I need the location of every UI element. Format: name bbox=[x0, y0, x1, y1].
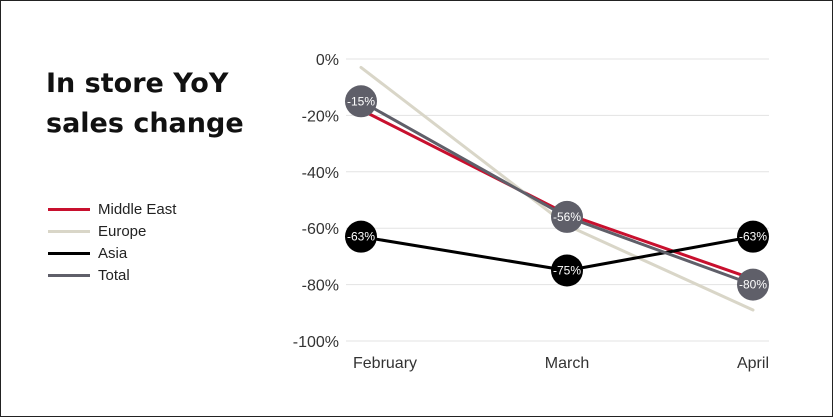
data-label-asia: -63% bbox=[347, 230, 375, 244]
legend-item-middle-east: Middle East bbox=[48, 198, 176, 220]
data-point-total bbox=[551, 200, 583, 233]
legend-item-asia: Asia bbox=[48, 242, 176, 264]
legend-label-europe: Europe bbox=[98, 222, 147, 240]
data-label-total: -80% bbox=[739, 278, 767, 292]
legend-item-europe: Europe bbox=[48, 220, 176, 242]
data-point-total bbox=[345, 85, 377, 118]
y-tick-label: 0% bbox=[316, 52, 339, 69]
data-label-total: -56% bbox=[553, 210, 581, 224]
x-tick-label: April bbox=[737, 355, 769, 372]
data-label-asia: -63% bbox=[739, 230, 767, 244]
data-point-asia bbox=[551, 254, 583, 287]
y-tick-label: -80% bbox=[302, 278, 339, 295]
data-label-total: -15% bbox=[347, 94, 375, 108]
y-tick-label: -60% bbox=[302, 221, 339, 238]
legend-label-total: Total bbox=[98, 266, 130, 284]
x-tick-label: March bbox=[545, 355, 589, 372]
data-point-asia bbox=[737, 220, 769, 253]
data-point-asia bbox=[345, 220, 377, 253]
chart-title: In store YoY sales change bbox=[46, 68, 244, 139]
x-tick-label: February bbox=[353, 355, 417, 372]
legend: Middle East Europe Asia Total bbox=[48, 198, 176, 286]
legend-swatch-asia bbox=[48, 251, 90, 255]
legend-swatch-total bbox=[48, 273, 90, 277]
data-point-total bbox=[737, 268, 769, 301]
legend-item-total: Total bbox=[48, 264, 176, 286]
y-tick-label: -100% bbox=[293, 334, 339, 351]
data-label-asia: -75% bbox=[553, 264, 581, 278]
y-tick-label: -40% bbox=[302, 165, 339, 182]
y-tick-label: -20% bbox=[302, 108, 339, 125]
legend-label-asia: Asia bbox=[98, 244, 128, 262]
legend-swatch-middle-east bbox=[48, 207, 90, 211]
legend-swatch-europe bbox=[48, 229, 90, 233]
legend-label-middle-east: Middle East bbox=[98, 200, 177, 218]
